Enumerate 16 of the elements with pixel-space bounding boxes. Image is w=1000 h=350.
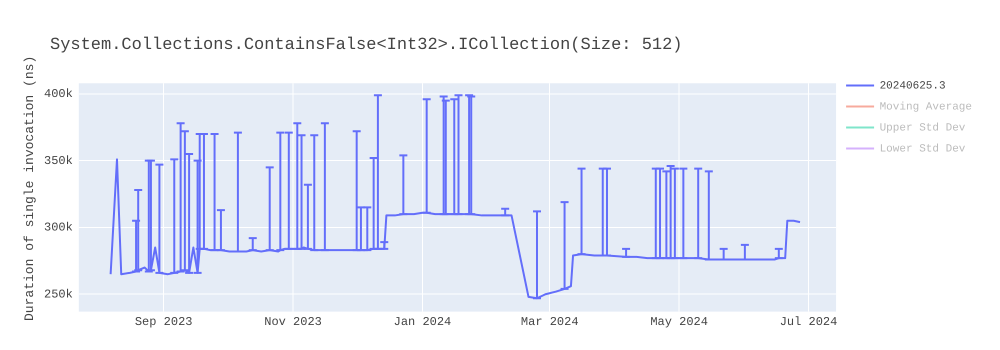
x-tick-label: Jul 2024 — [780, 314, 838, 329]
x-tick-label: Sep 2023 — [134, 314, 192, 329]
legend-label: Upper Std Dev — [880, 122, 966, 134]
x-tick-label: Mar 2024 — [520, 314, 579, 329]
legend-label: Lower Std Dev — [880, 143, 966, 156]
y-tick-label: 250k — [44, 287, 73, 302]
legend-label: Moving Average — [880, 101, 972, 114]
legend-label: 20240625.3 — [880, 80, 946, 92]
y-axis-title: Duration of single invocation (ns) — [22, 54, 37, 323]
x-tick-label: Jan 2024 — [394, 314, 452, 329]
x-tick-label: Nov 2023 — [264, 314, 322, 329]
y-tick-label: 300k — [44, 220, 73, 235]
chart-title: System.Collections.ContainsFalse<Int32>.ICollection(Size: 512) — [50, 36, 683, 55]
y-tick-label: 350k — [44, 154, 73, 168]
y-tick-label: 400k — [44, 87, 73, 102]
x-tick-label: May 2024 — [650, 314, 708, 329]
